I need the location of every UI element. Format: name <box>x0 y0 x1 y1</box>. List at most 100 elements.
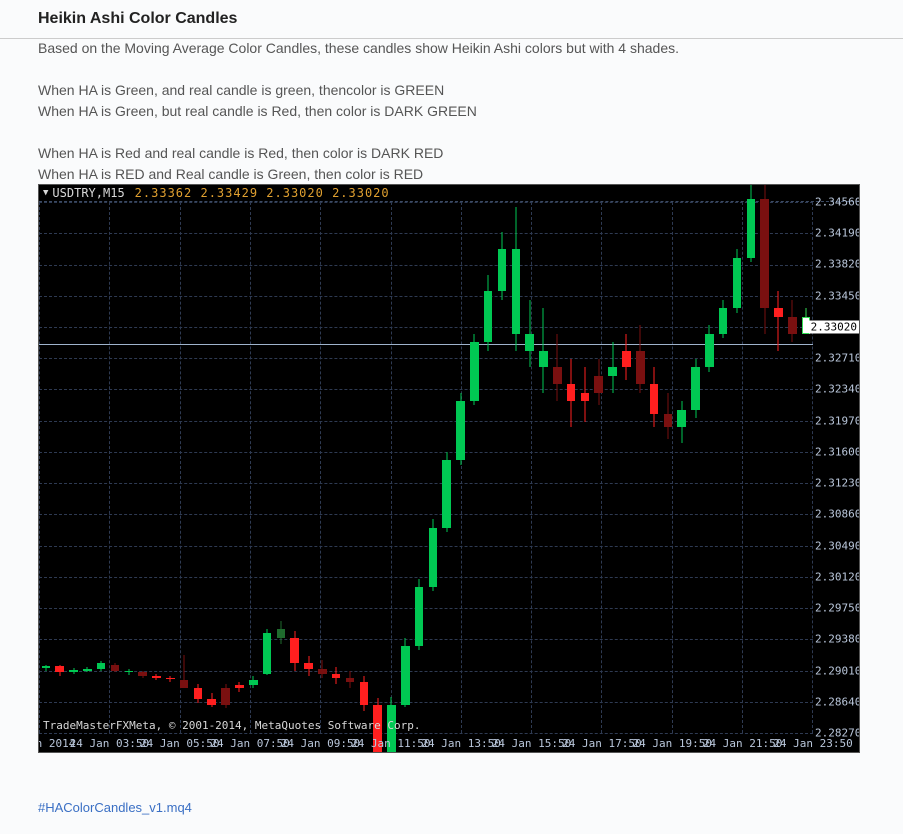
x-axis-label: 24 Jan 19:50 <box>633 737 712 750</box>
y-axis-label: 2.32340 <box>815 383 859 396</box>
y-axis-label: 2.31600 <box>815 445 859 458</box>
chart-header-row: ▼ USDTRY,M15 2.33362 2.33429 2.33020 2.3… <box>39 185 859 202</box>
y-axis-label: 2.29010 <box>815 664 859 677</box>
candle-body <box>277 629 286 637</box>
y-axis-label: 2.31230 <box>815 477 859 490</box>
candle-body <box>194 688 203 699</box>
y-axis-label: 2.29750 <box>815 602 859 615</box>
x-axis-label: 24 Jan 21:50 <box>703 737 782 750</box>
candle-body <box>705 334 714 368</box>
x-axis-label: 24 Jan 03:50 <box>70 737 149 750</box>
candle-body <box>318 669 327 674</box>
candle-body <box>429 528 438 587</box>
y-axis-label: 2.34190 <box>815 227 859 240</box>
x-axis-label: 24 Jan 05:50 <box>140 737 219 750</box>
y-axis-label: 2.30490 <box>815 539 859 552</box>
x-axis-label: 24 Jan 17:50 <box>562 737 641 750</box>
candle-body <box>525 334 534 351</box>
candle-body <box>691 367 700 409</box>
candle-body <box>360 682 369 705</box>
y-axis-label: 2.32710 <box>815 352 859 365</box>
page-title: Heikin Ashi Color Candles <box>38 10 237 28</box>
y-axis-label: 2.33450 <box>815 289 859 302</box>
rule-text-3: When HA is Red and real candle is Red, t… <box>38 143 858 164</box>
y-axis-label: 2.33820 <box>815 258 859 271</box>
candle-body <box>733 258 742 309</box>
footer-link[interactable]: #HAColorCandles_v1.mq4 <box>38 800 192 815</box>
candle-body <box>539 351 548 368</box>
candle-body <box>207 699 216 705</box>
candle-body <box>498 249 507 291</box>
candle-body <box>152 676 161 679</box>
candle-body <box>512 249 521 333</box>
candle-body <box>664 414 673 427</box>
candle-body <box>470 342 479 401</box>
x-axis-label: 24 Jan 09:50 <box>281 737 360 750</box>
x-axis-label: 24 Jan 11:50 <box>351 737 430 750</box>
candle-body <box>760 199 769 309</box>
candle-body <box>42 666 51 668</box>
candle-body <box>346 678 355 682</box>
chart-y-axis: 2.34560 2.34190 2.33820 2.33450 2.33020 2.327… <box>811 202 859 733</box>
rule-text-4: When HA is RED and Real candle is Green,… <box>38 164 858 185</box>
candle-body <box>97 663 106 669</box>
y-axis-label: 2.34560 <box>815 196 859 209</box>
rule-text-1: When HA is Green, and real candle is gre… <box>38 80 858 101</box>
candlestick-chart-container[interactable]: ▼ USDTRY,M15 2.33362 2.33429 2.33020 2.3… <box>38 184 860 753</box>
candle-body <box>636 351 645 385</box>
x-axis-label: 24 Jan 23:50 <box>773 737 852 750</box>
y-axis-label: 2.30120 <box>815 570 859 583</box>
candle-body <box>290 638 299 663</box>
candle-body <box>442 460 451 528</box>
candle-body <box>456 401 465 460</box>
chart-symbol-label: USDTRY,M15 <box>52 186 124 200</box>
candlestick-series[interactable] <box>39 202 813 733</box>
current-price-tag: 2.33020 <box>809 320 859 333</box>
candle-wick <box>778 291 779 350</box>
candle-body <box>608 367 617 375</box>
candle-body <box>650 384 659 414</box>
candle-body <box>69 670 78 673</box>
y-axis-label: 2.29380 <box>815 633 859 646</box>
candle-body <box>304 663 313 669</box>
candle-body <box>788 317 797 334</box>
rule-text-2: When HA is Green, but real candle is Red… <box>38 101 858 122</box>
candle-body <box>111 665 120 671</box>
candle-body <box>747 199 756 258</box>
candle-body <box>677 410 686 427</box>
candle-body <box>415 587 424 646</box>
candle-body <box>180 680 189 688</box>
x-axis-label: 24 Jan 07:50 <box>210 737 289 750</box>
candle-body <box>581 393 590 401</box>
chart-copyright-label: TradeMasterFXMeta, © 2001-2014, MetaQuot… <box>43 719 421 732</box>
candle-body <box>125 671 134 673</box>
x-axis-label: 24 Jan 15:50 <box>492 737 571 750</box>
description-block: Based on the Moving Average Color Candle… <box>38 38 858 206</box>
candle-body <box>774 308 783 316</box>
candle-body <box>553 367 562 384</box>
page-root: Heikin Ashi Color Candles Based on the M… <box>0 0 903 834</box>
candle-body <box>567 384 576 401</box>
y-axis-label: 2.30860 <box>815 508 859 521</box>
candle-body <box>235 685 244 688</box>
candle-body <box>249 680 258 685</box>
candle-body <box>221 688 230 705</box>
candle-body <box>166 678 175 679</box>
candle-body <box>332 674 341 678</box>
description-text: Based on the Moving Average Color Candle… <box>38 38 858 59</box>
chart-inner: ▼ USDTRY,M15 2.33362 2.33429 2.33020 2.3… <box>39 185 859 752</box>
candle-body <box>484 291 493 342</box>
candle-body <box>138 672 147 675</box>
y-axis-label: 2.28640 <box>815 695 859 708</box>
chart-ohlc-label: 2.33362 2.33429 2.33020 2.33020 <box>135 186 390 200</box>
x-axis-label: 24 Jan 13:50 <box>421 737 500 750</box>
candle-body <box>55 666 64 672</box>
candle-body <box>622 351 631 368</box>
candle-body <box>263 633 272 674</box>
chart-dropdown-arrow-icon[interactable]: ▼ <box>43 188 48 198</box>
y-axis-label: 2.31970 <box>815 414 859 427</box>
candle-body <box>83 669 92 671</box>
candle-body <box>594 376 603 393</box>
candle-body <box>401 646 410 705</box>
